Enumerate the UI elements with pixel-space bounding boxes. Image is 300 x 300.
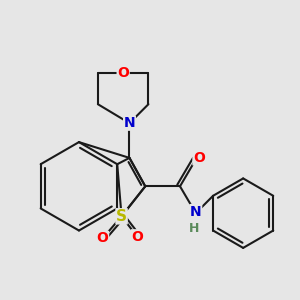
Text: O: O	[193, 151, 205, 165]
Text: N: N	[190, 205, 202, 219]
Text: O: O	[117, 66, 129, 80]
Text: S: S	[116, 209, 127, 224]
Text: O: O	[97, 231, 109, 245]
Text: N: N	[124, 116, 135, 130]
Text: H: H	[189, 222, 200, 236]
Text: O: O	[131, 230, 143, 244]
